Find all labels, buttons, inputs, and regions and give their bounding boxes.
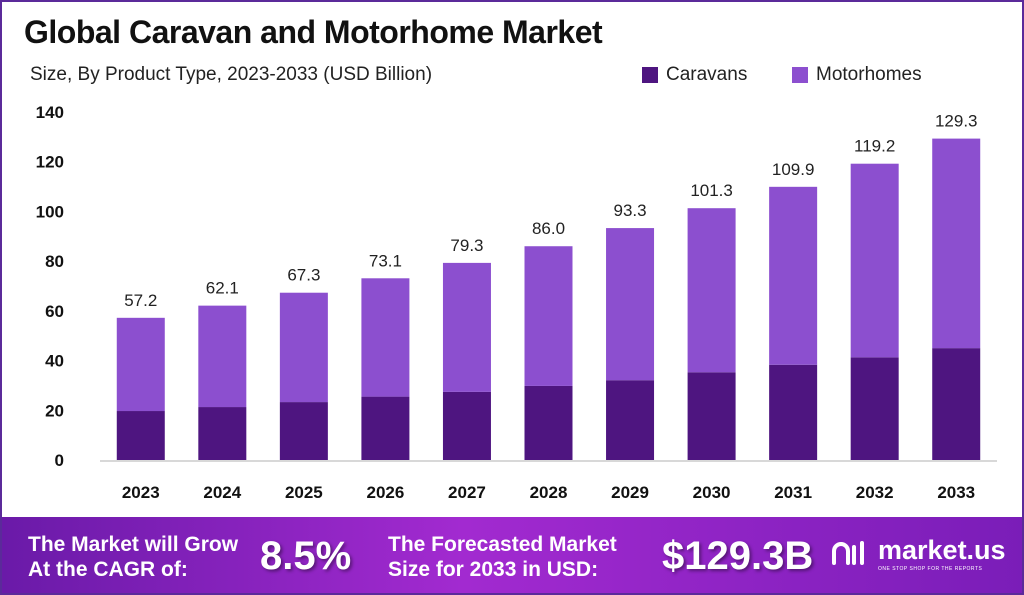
x-tick-label: 2029 <box>611 483 649 502</box>
bar-motorhomes-2033 <box>932 138 981 349</box>
y-tick-label: 80 <box>45 252 64 271</box>
cagr-label-line1: The Market will Grow <box>28 533 239 556</box>
forecast-value: $129.3B <box>662 534 814 578</box>
cagr-label-line2: At the CAGR of: <box>28 558 188 581</box>
data-label-total: 129.3 <box>935 112 978 131</box>
bar-caravans-2025 <box>279 402 328 460</box>
legend-label: Caravans <box>666 64 748 85</box>
x-tick-label: 2033 <box>937 483 975 502</box>
legend-label: Motorhomes <box>816 64 922 85</box>
bar-motorhomes-2025 <box>279 292 328 403</box>
bar-caravans-2033 <box>932 348 981 460</box>
bar-motorhomes-2030 <box>687 208 736 373</box>
x-tick-label: 2027 <box>448 483 486 502</box>
plot-area: 0 20 40 60 80 100 120 140 57.2 2023 62.1 2024 67.3 20… <box>36 103 997 502</box>
logo-tagline: ONE STOP SHOP FOR THE REPORTS <box>878 566 983 572</box>
bar-motorhomes-2026 <box>361 278 410 397</box>
cagr-value: 8.5% <box>260 534 352 578</box>
y-tick-label: 120 <box>36 153 64 172</box>
market-us-logo-icon <box>832 540 864 565</box>
market-us-logo: market.us ONE STOP SHOP FOR THE REPORTS <box>830 535 1006 572</box>
x-tick-label: 2028 <box>530 483 568 502</box>
bar-caravans-2026 <box>361 396 410 460</box>
bar-motorhomes-2029 <box>606 228 655 381</box>
bar-caravans-2029 <box>606 380 655 460</box>
x-tick-label: 2023 <box>122 483 160 502</box>
x-tick-label: 2026 <box>366 483 404 502</box>
x-tick-label: 2024 <box>203 483 241 502</box>
data-label-total: 67.3 <box>287 266 320 285</box>
forecast-label-line2: Size for 2033 in USD: <box>388 558 599 581</box>
data-label-total: 79.3 <box>450 236 483 255</box>
y-tick-label: 140 <box>36 103 64 122</box>
y-tick-label: 100 <box>36 202 64 221</box>
legend-item-caravans: Caravans <box>642 64 747 86</box>
footer-banner: The Market will Grow At the CAGR of: 8.5… <box>2 517 1022 593</box>
bar-motorhomes-2024 <box>198 305 247 408</box>
bar-caravans-2030 <box>687 372 736 460</box>
bar-caravans-2023 <box>116 411 165 460</box>
bar-motorhomes-2031 <box>769 186 818 365</box>
x-tick-label: 2032 <box>856 483 894 502</box>
bar-motorhomes-2023 <box>116 317 165 412</box>
data-label-total: 57.2 <box>124 291 157 310</box>
bar-motorhomes-2027 <box>442 262 491 392</box>
data-label-total: 62.1 <box>206 279 239 298</box>
cagr-label: The Market will Grow At the CAGR of: <box>28 532 238 582</box>
legend-swatch-caravans <box>642 67 658 83</box>
data-label-total: 109.9 <box>772 160 815 179</box>
bar-caravans-2031 <box>769 364 818 460</box>
x-tick-label: 2025 <box>285 483 323 502</box>
forecast-label: The Forecasted Market Size for 2033 in U… <box>388 532 617 582</box>
data-label-total: 73.1 <box>369 251 402 270</box>
chart-title: Global Caravan and Motorhome Market <box>24 14 603 50</box>
y-tick-label: 0 <box>55 451 64 470</box>
x-tick-label: 2031 <box>774 483 812 502</box>
bar-caravans-2027 <box>442 391 491 460</box>
y-tick-label: 40 <box>45 352 64 371</box>
legend-swatch-motorhomes <box>792 67 808 83</box>
bar-caravans-2024 <box>198 407 247 460</box>
forecast-label-line1: The Forecasted Market <box>388 533 617 556</box>
logo-name: market.us <box>878 535 1006 565</box>
data-label-total: 93.3 <box>613 201 646 220</box>
legend-item-motorhomes: Motorhomes <box>792 64 922 86</box>
chart-subtitle: Size, By Product Type, 2023-2033 (USD Bi… <box>30 64 433 85</box>
bar-caravans-2028 <box>524 385 573 460</box>
data-label-total: 86.0 <box>532 219 565 238</box>
y-tick-label: 60 <box>45 302 64 321</box>
bar-motorhomes-2028 <box>524 246 573 386</box>
data-label-total: 101.3 <box>690 181 733 200</box>
bar-caravans-2032 <box>850 357 899 460</box>
data-label-total: 119.2 <box>854 137 895 156</box>
bar-motorhomes-2032 <box>850 163 899 358</box>
x-tick-label: 2030 <box>693 483 731 502</box>
y-tick-label: 20 <box>45 401 64 420</box>
